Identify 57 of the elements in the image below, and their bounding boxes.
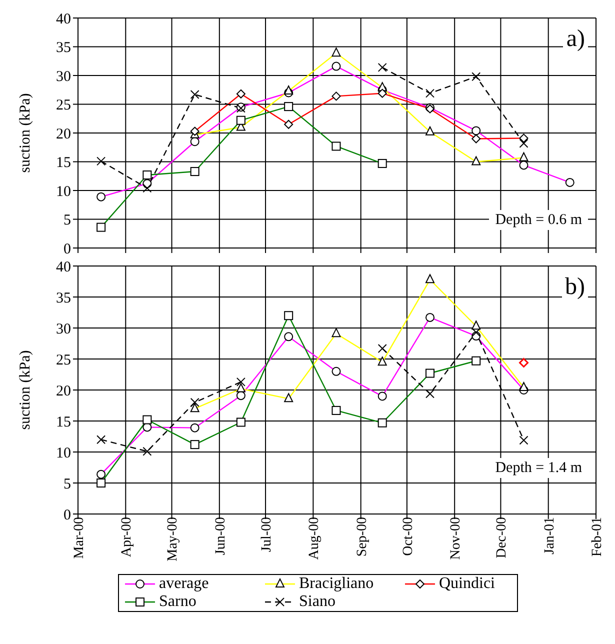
x-tick-label: Mar-00 [72, 517, 87, 559]
x-tick-label: Apr-00 [120, 517, 135, 558]
y-tick-label: 10 [56, 184, 71, 200]
y-tick-label: 30 [56, 68, 71, 85]
legend-label: average [159, 575, 209, 593]
y-tick-label: 0 [64, 241, 71, 258]
annotation: Depth = 1.4 m [489, 458, 588, 478]
annotation: a) [563, 26, 588, 52]
legend-label: Siano [299, 593, 336, 611]
point [472, 72, 481, 82]
point [519, 358, 529, 368]
point [378, 62, 387, 72]
y-tick-label: 25 [56, 98, 71, 114]
point [96, 156, 106, 166]
y-tick-label: 15 [56, 414, 71, 430]
point [472, 328, 481, 337]
point [519, 436, 528, 445]
y-axis-title: suction (kPa) [17, 93, 34, 173]
y-tick-label: 40 [56, 11, 71, 28]
x-tick-label: Jan-01 [542, 517, 558, 554]
x-tick-label: Sep-00 [354, 517, 370, 557]
point [519, 138, 528, 148]
point [425, 389, 434, 398]
point [425, 88, 434, 98]
x-tick-label: May-00 [166, 517, 181, 562]
point [142, 446, 152, 456]
point [190, 398, 200, 407]
legend-label: Bracigliano [299, 575, 374, 593]
annotation: b) [562, 274, 588, 300]
y-tick-label: 20 [56, 383, 71, 400]
point [142, 184, 152, 193]
point [190, 90, 200, 99]
y-tick-label: 5 [64, 476, 71, 492]
y-tick-label: 5 [64, 212, 71, 229]
legend-label: Sarno [159, 593, 196, 611]
x-tick-label: Feb-01 [590, 517, 605, 557]
point [96, 435, 106, 444]
x-tick-label: Aug-00 [307, 517, 322, 560]
x-tick-label: Nov-00 [448, 517, 464, 560]
x-tick-label: Jul-00 [259, 517, 274, 552]
y-tick-label: 20 [56, 126, 71, 142]
x-tick-label: Oct-00 [400, 517, 416, 556]
annotation: Depth = 0.6 m [489, 210, 588, 230]
y-tick-label: 0 [64, 507, 71, 524]
y-tick-label: 35 [56, 40, 71, 56]
x-tick-label: Dec-00 [494, 517, 510, 558]
point [236, 377, 246, 386]
point [378, 344, 387, 353]
legend-label: Quindici [439, 575, 495, 593]
y-tick-label: 30 [56, 321, 71, 338]
y-tick-label: 35 [56, 290, 71, 306]
x-tick-label: Jun-00 [213, 517, 228, 556]
y-tick-label: 10 [56, 445, 71, 462]
y-tick-label: 40 [56, 259, 71, 276]
y-tick-label: 25 [56, 352, 71, 368]
y-tick-label: 15 [56, 155, 71, 172]
y-axis-title: suction (kPa) [17, 350, 34, 430]
